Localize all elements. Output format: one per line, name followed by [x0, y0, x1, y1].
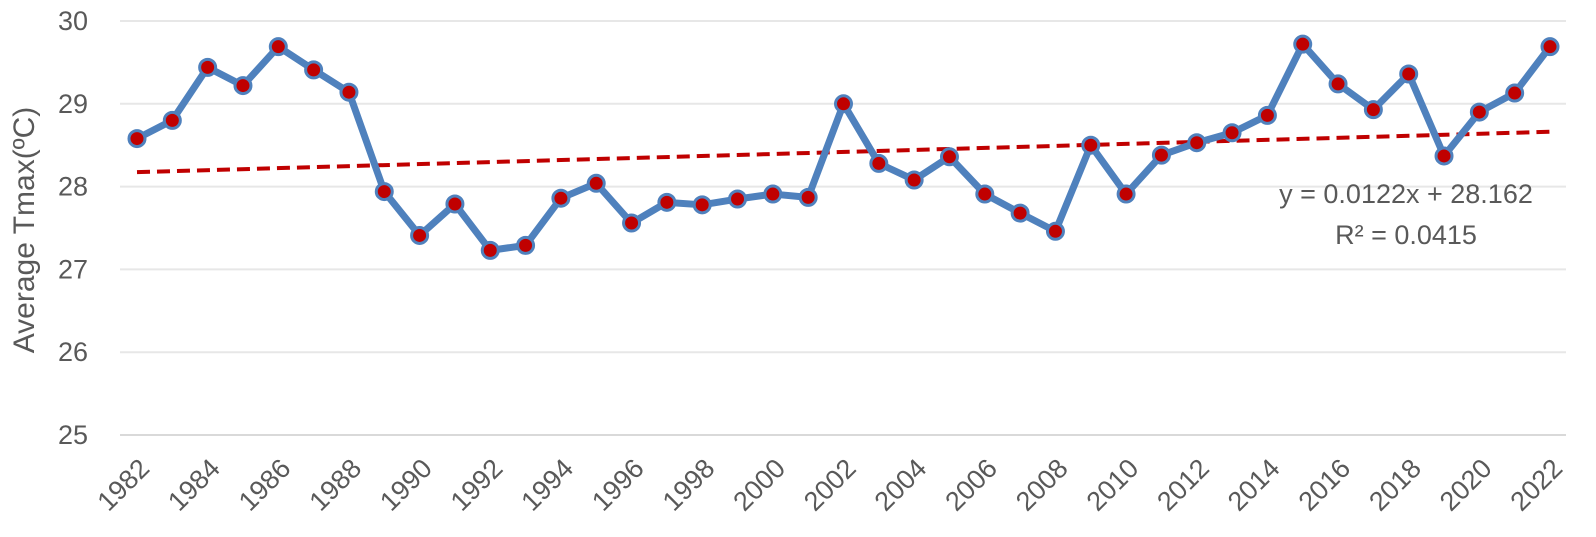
data-point-1984 — [198, 57, 218, 77]
x-tick-label-2000: 2000 — [727, 453, 791, 517]
data-point-2006 — [975, 184, 995, 204]
data-point-2011 — [1151, 145, 1171, 165]
y-tick-label-26: 26 — [58, 337, 88, 367]
data-point-1983 — [162, 110, 182, 130]
data-point-2014 — [1257, 105, 1277, 125]
data-point-1987 — [304, 60, 324, 80]
data-point-1990 — [410, 225, 430, 245]
data-point-2010 — [1116, 184, 1136, 204]
x-tick-label-1982: 1982 — [92, 453, 156, 517]
data-point-2008 — [1045, 221, 1065, 241]
trendline-r-squared: R² = 0.0415 — [1335, 220, 1477, 250]
data-point-2004 — [904, 170, 924, 190]
x-tick-label-1988: 1988 — [303, 453, 367, 517]
data-point-2019 — [1434, 146, 1454, 166]
x-tick-label-2004: 2004 — [869, 453, 933, 517]
data-point-1982 — [127, 129, 147, 149]
y-tick-label-30: 30 — [58, 6, 88, 36]
data-point-2003 — [869, 153, 889, 173]
x-tick-label-1984: 1984 — [162, 453, 226, 517]
trendline-equation: y = 0.0122x + 28.162 — [1279, 179, 1533, 209]
x-tick-label-2006: 2006 — [939, 453, 1003, 517]
data-point-1993 — [516, 235, 536, 255]
y-tick-label-29: 29 — [58, 89, 88, 119]
data-point-1998 — [692, 195, 712, 215]
x-tick-label-1990: 1990 — [374, 453, 438, 517]
trendline — [136, 129, 1551, 175]
data-point-2009 — [1081, 135, 1101, 155]
data-point-2012 — [1187, 133, 1207, 153]
data-point-1985 — [233, 76, 253, 96]
x-tick-label-1992: 1992 — [445, 453, 509, 517]
x-axis-ticks: 1982 1984 1986 1988 1990 1992 1994 1996 1998 2000… — [92, 453, 1569, 517]
x-tick-label-2022: 2022 — [1505, 453, 1569, 517]
data-point-1992 — [480, 240, 500, 260]
x-tick-label-1996: 1996 — [586, 453, 650, 517]
x-tick-label-2020: 2020 — [1434, 453, 1498, 517]
data-point-1988 — [339, 82, 359, 102]
data-point-2016 — [1328, 74, 1348, 94]
data-point-2002 — [834, 94, 853, 114]
x-tick-label-2018: 2018 — [1363, 453, 1427, 517]
data-point-2001 — [798, 187, 818, 207]
trendline-path — [136, 129, 1551, 175]
data-markers — [127, 34, 1560, 260]
y-tick-label-25: 25 — [58, 420, 88, 450]
data-point-1995 — [586, 173, 606, 193]
data-point-1996 — [622, 213, 642, 233]
data-point-2007 — [1010, 203, 1030, 223]
y-axis-ticks: 25 26 27 28 29 30 — [58, 6, 88, 450]
data-point-1999 — [728, 189, 748, 209]
data-point-2021 — [1505, 83, 1525, 103]
data-point-1997 — [657, 192, 677, 212]
x-tick-label-1986: 1986 — [233, 453, 297, 517]
data-point-2005 — [939, 147, 959, 167]
data-point-2022 — [1540, 37, 1560, 57]
data-point-2018 — [1399, 64, 1419, 84]
y-axis-label: Average Tmax(ºC) — [8, 107, 41, 354]
data-point-2000 — [763, 184, 783, 204]
data-point-2013 — [1222, 123, 1242, 143]
x-tick-label-2014: 2014 — [1222, 453, 1286, 517]
x-tick-label-1998: 1998 — [657, 453, 721, 517]
x-tick-label-2008: 2008 — [1010, 453, 1074, 517]
data-point-1989 — [374, 182, 394, 202]
x-tick-label-2002: 2002 — [798, 453, 862, 517]
x-tick-label-2012: 2012 — [1151, 453, 1215, 517]
data-point-2017 — [1363, 100, 1383, 120]
data-point-1991 — [445, 194, 465, 214]
y-tick-label-27: 27 — [58, 254, 88, 284]
data-point-1994 — [551, 188, 571, 208]
x-tick-label-1994: 1994 — [515, 453, 579, 517]
y-tick-label-28: 28 — [58, 172, 88, 202]
x-tick-label-2016: 2016 — [1293, 453, 1357, 517]
data-point-2020 — [1469, 102, 1489, 122]
data-point-1986 — [268, 37, 288, 57]
data-point-2015 — [1293, 34, 1313, 54]
x-tick-label-2010: 2010 — [1081, 453, 1145, 517]
